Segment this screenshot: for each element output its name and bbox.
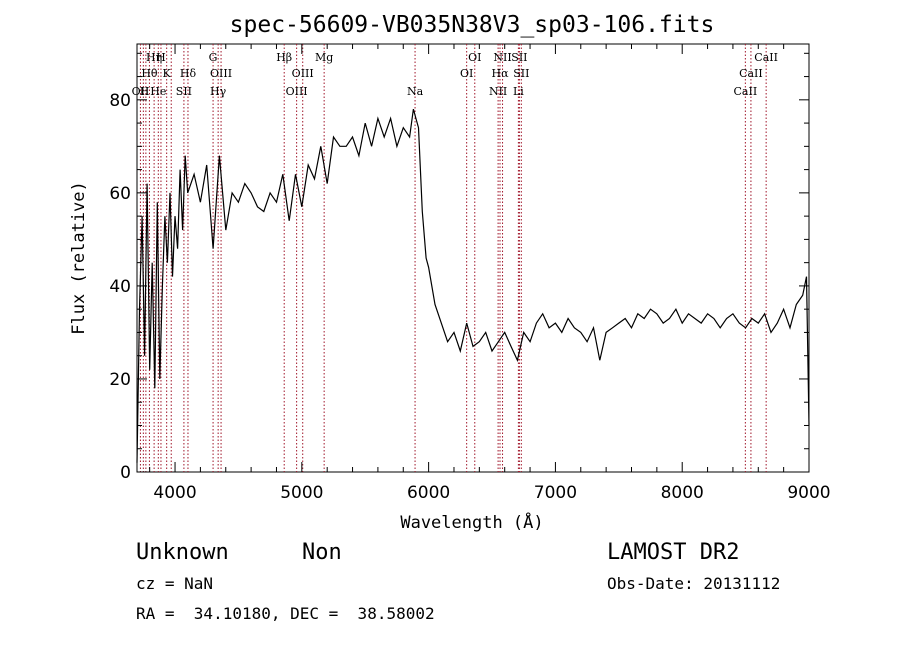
line-label-text: Mg [315, 51, 333, 64]
line-label-text: Hδ [180, 67, 197, 80]
line-label-text: K [163, 67, 172, 80]
line-label-text: Hη [146, 51, 162, 64]
x-tick-label: 6000 [407, 483, 450, 503]
line-label-text: OIII [286, 85, 308, 98]
x-tick-label: 5000 [280, 483, 323, 503]
spectrum-line [136, 108, 810, 463]
line-label-text: Hθ [141, 67, 158, 80]
emission-line-markers [139, 44, 767, 472]
y-tick-label: 40 [109, 277, 131, 297]
line-label-text: OI [460, 67, 473, 80]
line-label-text: CaII [754, 51, 778, 64]
line-label-text: OII [132, 85, 150, 98]
plot-frame [136, 43, 810, 473]
line-label-text: OIII [292, 67, 314, 80]
class-label: Unknown [136, 540, 229, 565]
x-tick-label: 4000 [153, 483, 196, 503]
y-tick-label: 0 [120, 463, 131, 483]
x-tick-label: 9000 [787, 483, 830, 503]
line-label-text: SII [511, 51, 527, 64]
line-label-text: Hα [491, 67, 509, 80]
line-label-text: G [209, 51, 218, 64]
y-tick-label: 20 [109, 370, 131, 390]
line-label-text: CaII [734, 85, 758, 98]
line-label-text: NII [493, 51, 511, 64]
y-tick-label: 60 [109, 184, 131, 204]
x-axis-label: Wavelength (Å) [400, 511, 543, 533]
line-label-text: CaII [739, 67, 763, 80]
spectrum-series [136, 108, 810, 463]
line-label-text: Hγ [210, 85, 227, 98]
line-label-text: SII [513, 67, 529, 80]
x-tick-label: 7000 [534, 483, 577, 503]
line-label-text: Li [513, 85, 524, 98]
line-label-text: He [150, 85, 166, 98]
line-label-text: OI [468, 51, 481, 64]
subclass-label: Non [302, 540, 342, 565]
line-label-text: Hβ [276, 51, 292, 64]
line-label-text: NII [489, 85, 507, 98]
survey-label: LAMOST DR2 [607, 540, 740, 565]
cz-label: cz = NaN [136, 574, 214, 593]
line-label-text: OIII [210, 67, 232, 80]
line-label-text: SII [176, 85, 192, 98]
y-tick-label: 80 [109, 91, 131, 111]
line-label-text: H [156, 51, 166, 64]
radec-label: RA = 34.10180, DEC = 38.58002 [136, 604, 435, 623]
y-axis-label: Flux (relative) [69, 181, 89, 335]
obs-date-label: Obs-Date: 20131112 [607, 574, 781, 593]
x-tick-label: 8000 [661, 483, 704, 503]
axis-ticks: 4000 5000 6000 7000 8000 9000 0 20 40 60 80 [109, 44, 831, 503]
chart-title: spec-56609-VB035N38V3_sp03-106.fits [230, 12, 715, 38]
line-label-text: H [140, 85, 150, 98]
line-label-text: Na [407, 85, 424, 98]
